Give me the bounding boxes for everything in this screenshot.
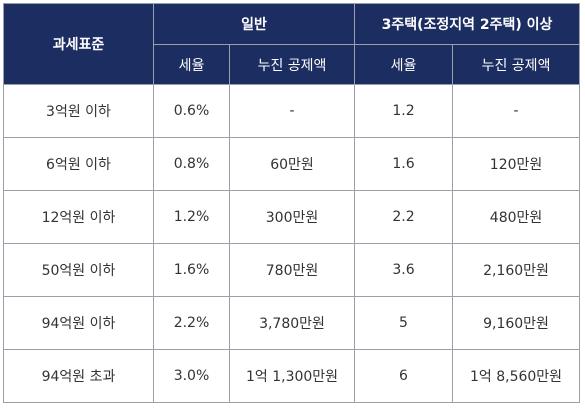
cell-general-rate: 1.2%: [153, 190, 230, 244]
header-general: 일반: [152, 3, 356, 45]
cell-multi-deduction: 480만원: [452, 190, 581, 244]
cell-multi-deduction: 2,160만원: [452, 243, 581, 297]
cell-multi-rate: 1.6: [354, 137, 454, 191]
header-standard: 과세표준: [3, 3, 154, 85]
cell-multi-rate: 1.2: [354, 84, 454, 138]
cell-general-rate: 3.0%: [153, 349, 230, 403]
cell-multi-deduction: 120만원: [452, 137, 581, 191]
tax-rate-table: 과세표준 일반 3주택(조정지역 2주택) 이상 세율 누진 공제액 세율 누진…: [3, 3, 581, 403]
cell-general-rate: 0.6%: [153, 84, 230, 138]
cell-multi-rate: 6: [354, 349, 454, 403]
cell-general-deduction: 3,780만원: [228, 296, 356, 350]
cell-general-rate: 2.2%: [153, 296, 230, 350]
cell-multi-deduction: -: [452, 84, 581, 138]
cell-general-rate: 1.6%: [153, 243, 230, 297]
table-row: 6억원 이하 0.8% 60만원 1.6 120만원: [3, 137, 581, 191]
table-row: 12억원 이하 1.2% 300만원 2.2 480만원: [3, 190, 581, 244]
header-row-top: 과세표준 일반 3주택(조정지역 2주택) 이상: [3, 3, 581, 85]
cell-general-deduction: 300만원: [228, 190, 356, 244]
cell-standard: 12억원 이하: [3, 190, 154, 244]
cell-standard: 94억원 초과: [3, 349, 154, 403]
cell-multi-rate: 2.2: [354, 190, 454, 244]
cell-multi-rate: 5: [354, 296, 454, 350]
header-multi-deduction: 누진 공제액: [452, 44, 581, 85]
cell-standard: 50억원 이하: [3, 243, 154, 297]
header-multi-home: 3주택(조정지역 2주택) 이상: [354, 3, 581, 45]
cell-multi-deduction: 9,160만원: [452, 296, 581, 350]
table-row: 94억원 초과 3.0% 1억 1,300만원 6 1억 8,560만원: [3, 349, 581, 403]
cell-standard: 94억원 이하: [3, 296, 154, 350]
table-row: 3억원 이하 0.6% - 1.2 -: [3, 84, 581, 138]
cell-general-rate: 0.8%: [153, 137, 230, 191]
cell-multi-deduction: 1억 8,560만원: [452, 349, 581, 403]
table-header: 과세표준 일반 3주택(조정지역 2주택) 이상 세율 누진 공제액 세율 누진…: [3, 3, 581, 85]
header-general-rate: 세율: [153, 44, 230, 85]
cell-general-deduction: 1억 1,300만원: [228, 349, 356, 403]
cell-standard: 3억원 이하: [3, 84, 154, 138]
table-row: 50억원 이하 1.6% 780만원 3.6 2,160만원: [3, 243, 581, 297]
cell-multi-rate: 3.6: [354, 243, 454, 297]
table-row: 94억원 이하 2.2% 3,780만원 5 9,160만원: [3, 296, 581, 350]
cell-general-deduction: 60만원: [228, 137, 356, 191]
cell-standard: 6억원 이하: [3, 137, 154, 191]
header-row-sub: 세율 누진 공제액 세율 누진 공제액: [4, 44, 581, 85]
header-general-deduction: 누진 공제액: [228, 44, 356, 85]
cell-general-deduction: 780만원: [228, 243, 356, 297]
table-body: 3억원 이하 0.6% - 1.2 - 6억원 이하 0.8% 60만원 1.6…: [3, 84, 581, 403]
cell-general-deduction: -: [228, 84, 356, 138]
header-multi-rate: 세율: [354, 44, 454, 85]
